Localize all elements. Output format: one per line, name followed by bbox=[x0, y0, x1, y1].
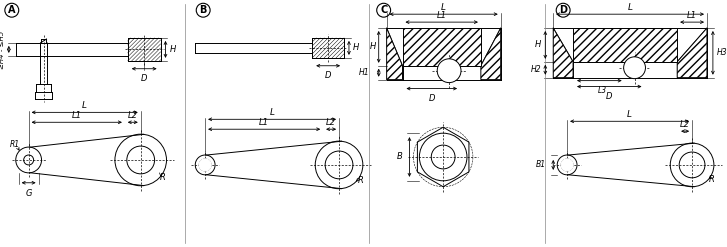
Bar bbox=[128, 38, 161, 61]
Text: L: L bbox=[627, 110, 632, 119]
Text: B: B bbox=[199, 5, 207, 15]
Text: R: R bbox=[709, 175, 715, 184]
Text: D: D bbox=[141, 74, 148, 83]
Text: L: L bbox=[627, 3, 632, 12]
Text: L1: L1 bbox=[259, 118, 269, 127]
Bar bbox=[403, 28, 481, 66]
Polygon shape bbox=[481, 28, 501, 80]
Bar bbox=[313, 38, 344, 58]
Text: D: D bbox=[559, 5, 567, 15]
Text: L2: L2 bbox=[680, 120, 690, 129]
Polygon shape bbox=[677, 28, 707, 78]
Text: G: G bbox=[25, 189, 32, 198]
Text: C: C bbox=[380, 5, 387, 15]
Text: L1: L1 bbox=[72, 111, 81, 120]
Text: L3: L3 bbox=[598, 86, 607, 95]
Text: A: A bbox=[8, 5, 15, 15]
Text: L: L bbox=[441, 3, 446, 12]
Circle shape bbox=[624, 57, 646, 79]
Text: ≥H4 - ≤H5: ≥H4 - ≤H5 bbox=[0, 30, 5, 68]
Text: D: D bbox=[606, 92, 613, 101]
Circle shape bbox=[437, 59, 461, 82]
Text: H: H bbox=[353, 43, 359, 52]
Text: L: L bbox=[82, 101, 87, 110]
Text: R: R bbox=[160, 173, 166, 182]
Text: H2: H2 bbox=[531, 65, 542, 74]
Text: L2: L2 bbox=[326, 118, 336, 127]
Text: L1: L1 bbox=[437, 11, 446, 20]
Polygon shape bbox=[553, 28, 573, 78]
Bar bbox=[573, 28, 677, 62]
Circle shape bbox=[561, 159, 573, 171]
Text: R1: R1 bbox=[9, 140, 20, 149]
Text: L2: L2 bbox=[128, 111, 138, 120]
Text: L: L bbox=[270, 108, 275, 117]
Text: B: B bbox=[397, 152, 403, 162]
Circle shape bbox=[199, 159, 211, 171]
Text: H: H bbox=[535, 41, 542, 49]
Polygon shape bbox=[387, 28, 403, 80]
Text: H3: H3 bbox=[717, 48, 727, 57]
Text: H1: H1 bbox=[359, 68, 370, 77]
Text: H: H bbox=[370, 42, 376, 51]
Text: D: D bbox=[428, 94, 435, 103]
Text: R: R bbox=[358, 176, 364, 185]
Text: D: D bbox=[325, 71, 332, 80]
Text: H: H bbox=[169, 45, 176, 54]
Text: L1: L1 bbox=[687, 11, 697, 20]
Text: B1: B1 bbox=[537, 160, 546, 169]
